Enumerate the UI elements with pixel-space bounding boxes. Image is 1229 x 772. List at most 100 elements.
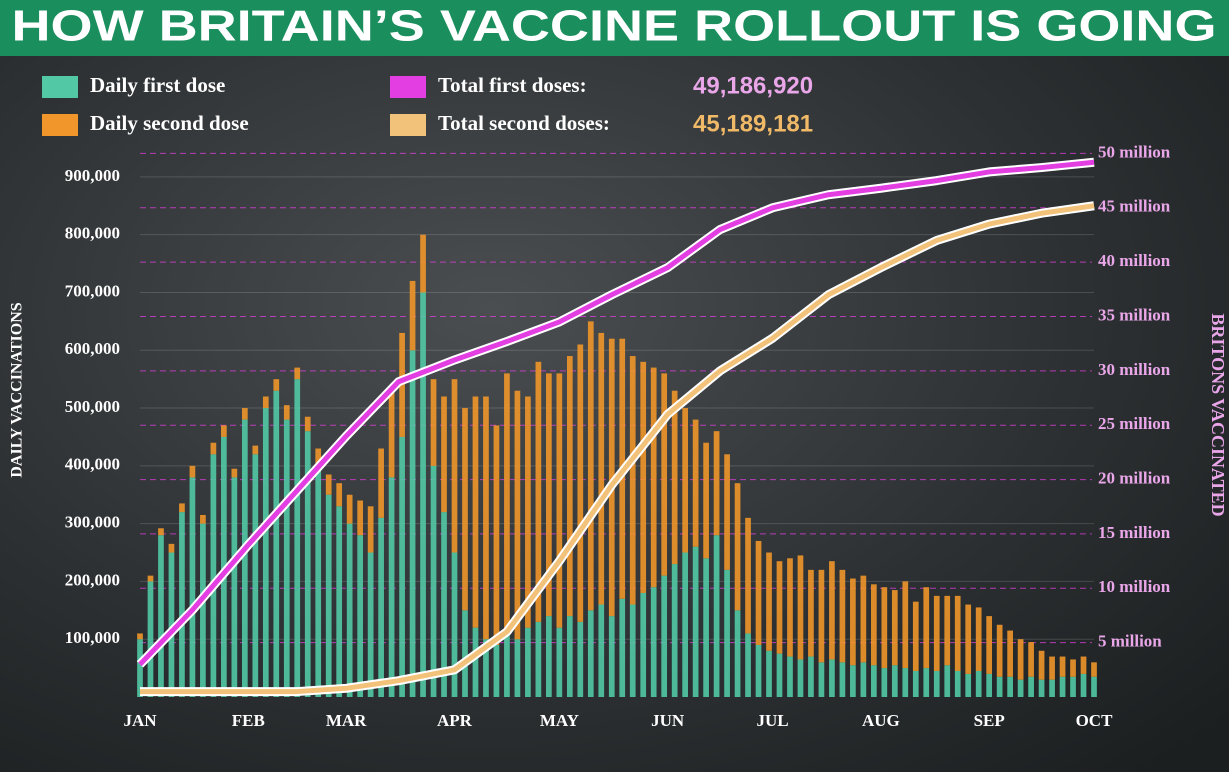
bar: [996, 676, 1003, 697]
bar: [493, 644, 500, 697]
bar: [682, 552, 688, 697]
bar: [598, 604, 605, 697]
bar: [619, 598, 626, 697]
bar: [325, 474, 332, 495]
bar: [483, 396, 489, 640]
bar: [734, 483, 741, 611]
legend-label: Total second doses:: [438, 111, 610, 135]
bar: [766, 650, 772, 697]
bar: [1017, 639, 1024, 680]
bar: [556, 373, 563, 628]
bar: [745, 633, 751, 697]
bar: [944, 595, 951, 666]
y-axis-label: DAILY VACCINATIONS: [9, 302, 26, 477]
bar: [996, 624, 1003, 677]
bar: [137, 639, 143, 697]
bar: [703, 442, 709, 559]
bar: [252, 454, 259, 697]
bar: [472, 396, 479, 628]
y-tick-label: 200,000: [65, 570, 120, 589]
bar: [1070, 659, 1076, 677]
bar: [598, 332, 605, 605]
bar: [787, 558, 793, 657]
x-tick-label: JUL: [756, 711, 788, 730]
bar: [462, 610, 468, 697]
y2-tick-label: 15 million: [1098, 523, 1171, 542]
bar: [1028, 676, 1034, 697]
bar: [860, 575, 867, 663]
bar: [1059, 676, 1066, 697]
chart-title: HOW BRITAIN’S VACCINE ROLLOUT IS GOING: [12, 2, 1217, 51]
bar: [189, 477, 196, 697]
bar: [776, 561, 783, 654]
bar: [1059, 656, 1066, 677]
y-tick-label: 900,000: [65, 166, 120, 185]
bar: [231, 477, 238, 697]
line: [138, 159, 1095, 667]
bar: [713, 535, 720, 697]
y2-tick-label: 35 million: [1098, 305, 1171, 324]
bar: [1049, 679, 1055, 697]
bar: [420, 292, 426, 697]
bar: [262, 408, 269, 697]
bar: [829, 659, 835, 697]
bar: [430, 465, 437, 697]
bar: [441, 396, 447, 513]
bar: [1007, 630, 1013, 677]
bar: [682, 408, 688, 553]
bar: [661, 373, 668, 576]
bar: [158, 528, 164, 536]
bar: [975, 670, 982, 697]
bar: [692, 546, 699, 697]
y-tick-label: 400,000: [65, 455, 120, 474]
bar: [608, 616, 615, 697]
bar: [273, 390, 280, 697]
bar: [241, 408, 248, 420]
bar: [640, 592, 647, 697]
y2-tick-label: 5 million: [1098, 632, 1162, 651]
bar: [472, 627, 479, 697]
legend-label: Daily first dose: [90, 73, 225, 97]
bar: [357, 500, 364, 536]
bar: [252, 445, 259, 455]
x-tick-label: SEP: [974, 711, 1005, 730]
bar: [954, 670, 961, 697]
bar: [954, 595, 961, 671]
bar: [409, 350, 416, 697]
y2-axis-label: BRITONS VACCINATED: [1208, 313, 1228, 516]
bar: [441, 512, 447, 697]
bar: [535, 621, 542, 697]
bar: [839, 569, 846, 663]
legend-label: Daily second dose: [90, 111, 249, 135]
bar: [137, 633, 143, 640]
bar: [325, 494, 332, 697]
y-tick-label: 600,000: [65, 339, 120, 358]
bar: [577, 621, 584, 697]
bar: [587, 321, 594, 611]
bar: [388, 390, 395, 478]
bar: [399, 436, 405, 697]
bar: [336, 506, 343, 697]
bar: [965, 604, 972, 674]
bar: [650, 367, 657, 588]
bar: [283, 405, 290, 420]
bar: [1091, 662, 1097, 677]
bar: [850, 578, 856, 666]
x-tick-label: JUN: [651, 711, 685, 730]
legend-swatch: [42, 76, 78, 98]
bar: [367, 506, 374, 553]
bar: [147, 581, 154, 697]
y2-tick-label: 10 million: [1098, 577, 1171, 596]
bar: [546, 373, 552, 617]
bar: [409, 280, 416, 351]
bar: [577, 344, 584, 622]
bar: [766, 552, 772, 651]
bar: [724, 454, 730, 570]
bar: [315, 448, 322, 466]
bar: [629, 356, 636, 605]
title-banner: [0, 0, 1229, 56]
bar: [158, 535, 164, 697]
bar: [671, 564, 678, 697]
bar: [336, 483, 343, 507]
